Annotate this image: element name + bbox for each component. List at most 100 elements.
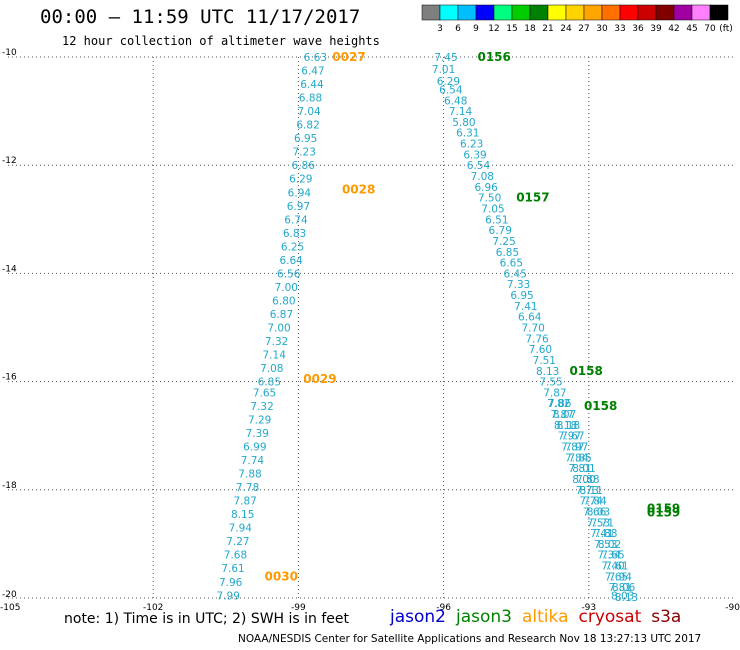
swh-value-label: 6.74 (284, 214, 308, 226)
swh-value-label: 7.33 (507, 279, 530, 291)
colorbar-swatch (583, 4, 603, 21)
colorbar-tick: 9 (473, 24, 479, 34)
swh-value-label: 7.97 (565, 442, 588, 454)
swh-value-label: 6.97 (287, 201, 310, 213)
footer-credit: NOAA/NESDIS Center for Satellite Applica… (238, 633, 702, 645)
swh-value-label: 7.53 (587, 517, 610, 529)
colorbar-tick: 3 (437, 24, 443, 34)
swh-value-label: 5.80 (452, 117, 475, 129)
swh-value-label: 7.00 (267, 323, 290, 335)
swh-value-label: 7.61 (605, 561, 628, 573)
swh-value-label: 7.60 (529, 344, 552, 356)
x-tick-label: -93 (581, 603, 596, 613)
swh-value-label: 8.06 (612, 582, 636, 594)
swh-value-label: 6.31 (456, 128, 479, 140)
colorbar-tick: 6 (455, 24, 461, 34)
time-label: 0158 (584, 399, 617, 413)
swh-value-label: 6.83 (283, 228, 306, 240)
swh-value-label: 7.53 (594, 539, 617, 551)
swh-value-label: 7.08 (471, 171, 494, 183)
colorbar-swatch (565, 4, 585, 21)
swh-value-label: 6.88 (299, 93, 322, 105)
legend-jason3: jason3 (456, 607, 512, 627)
colorbar-swatch (691, 4, 711, 21)
time-label: 0157 (516, 191, 549, 205)
colorbar-swatch (619, 4, 639, 21)
y-tick-label: -18 (2, 481, 17, 491)
swh-value-label: 7.51 (533, 355, 556, 367)
colorbar-swatch (673, 4, 693, 21)
swh-value-label: 6.23 (460, 139, 483, 151)
legend-s3a: s3a (651, 607, 682, 627)
swh-value-label: 6.82 (296, 120, 319, 132)
swh-value-label: 8.03 (587, 506, 610, 518)
footer-note: note: 1) Time is in UTC; 2) SWH is in fe… (64, 611, 350, 627)
colorbar-swatch (637, 4, 657, 21)
swh-value-label: 6.87 (270, 309, 293, 321)
swh-value-label: 8.13 (536, 366, 559, 378)
x-tick-label: -99 (291, 603, 306, 613)
swh-value-label: 8.15 (231, 509, 254, 521)
page-subtitle: 12 hour collection of altimeter wave hei… (62, 34, 380, 48)
swh-value-label: 7.65 (253, 387, 276, 399)
swh-value-label: 7.14 (263, 350, 287, 362)
swh-value-label: 6.63 (304, 52, 327, 64)
swh-value-label: 6.44 (300, 79, 324, 91)
swh-value-label: 7.88 (594, 528, 617, 540)
x-tick-label: -90 (725, 603, 740, 613)
swh-value-label: 8.18 (554, 420, 577, 432)
swh-value-label: 6.51 (485, 214, 508, 226)
colorbar-swatch (475, 4, 495, 21)
colorbar-swatch (493, 4, 513, 21)
swh-value-label: 6.65 (500, 258, 523, 270)
time-label: 0156 (477, 50, 510, 64)
swh-value-label: 7.29 (248, 414, 271, 426)
swh-value-label: 6.64 (518, 312, 542, 324)
colorbar-tick: 27 (578, 24, 589, 34)
swh-value-label: 6.47 (301, 66, 324, 78)
colorbar-tick: 45 (686, 24, 697, 34)
swh-value-label: 6.48 (444, 95, 467, 107)
swh-value-label: 6.79 (489, 225, 512, 237)
swh-value-label: 8.02 (598, 539, 621, 551)
swh-value-label: 7.81 (609, 582, 632, 594)
swh-value-label: 7.70 (521, 323, 544, 335)
swh-value-label: 6.56 (277, 268, 301, 280)
swh-value-label: 7.32 (265, 336, 288, 348)
colorbar-swatch (709, 4, 729, 21)
swh-value-label: 6.45 (504, 268, 527, 280)
swh-value-label: 7.78 (236, 482, 259, 494)
time-label: 0028 (342, 183, 375, 197)
swh-value-label: 6.64 (279, 255, 303, 267)
colorbar-tick: 21 (542, 24, 553, 34)
swh-value-label: 7.88 (576, 474, 599, 486)
swh-value-label: 7.40 (601, 561, 624, 573)
colorbar-swatch (511, 4, 531, 21)
time-label: 0158 (569, 364, 602, 378)
swh-value-label: 7.68 (224, 550, 247, 562)
colorbar-swatch (655, 4, 675, 21)
swh-value-label: 8.07 (553, 409, 576, 421)
time-label: 0029 (303, 372, 336, 386)
swh-value-label: 8.18 (557, 420, 580, 432)
swh-value-label: 8.03 (611, 590, 634, 602)
x-tick-label: -96 (436, 603, 451, 613)
swh-value-label: 7.87 (561, 442, 584, 454)
time-label: 0159 (647, 506, 680, 520)
swh-value-label: 7.34 (597, 550, 621, 562)
swh-value-label: 6.95 (510, 290, 533, 302)
y-tick-label: -20 (2, 590, 17, 600)
swh-value-label: 8.00 (572, 474, 595, 486)
swh-value-label: 6.85 (496, 247, 519, 259)
y-tick-label: -16 (2, 373, 17, 383)
swh-value-label: 7.96 (219, 577, 243, 589)
swh-value-label: 7.65 (605, 571, 628, 583)
swh-value-label: 7.84 (583, 496, 607, 508)
swh-value-label: 7.05 (481, 203, 504, 215)
satellite-legend: jason2 jason3 altika cryosat s3a (390, 607, 691, 627)
swh-value-label: 7.74 (580, 496, 604, 508)
swh-value-label: 7.85 (568, 452, 591, 464)
colorbar-tick: 70 (704, 24, 716, 34)
